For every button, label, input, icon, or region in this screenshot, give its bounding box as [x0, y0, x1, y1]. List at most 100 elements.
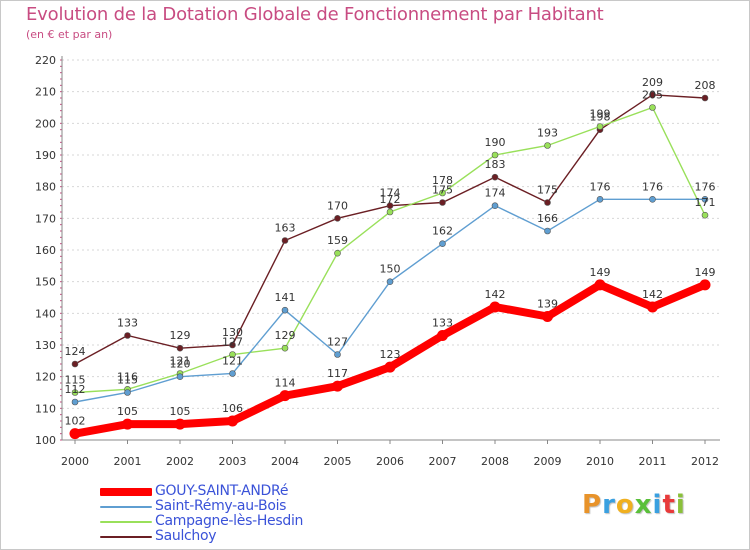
data-point: [386, 208, 394, 216]
data-point: [596, 123, 604, 130]
data-label: 176: [590, 180, 611, 193]
data-label: 176: [642, 180, 663, 193]
data-point: [491, 202, 499, 209]
y-tick-label: 140: [35, 307, 56, 320]
data-label: 176: [695, 180, 716, 193]
data-point: [174, 418, 186, 430]
x-tick-label: 2008: [481, 455, 509, 468]
data-label: 190: [485, 136, 506, 149]
y-tick-label: 200: [35, 117, 56, 130]
y-tick-label: 130: [35, 339, 56, 352]
data-point: [124, 332, 131, 339]
x-tick-label: 2009: [534, 455, 562, 468]
legend-swatch: [100, 521, 152, 523]
data-label: 205: [642, 89, 663, 102]
data-label: 166: [537, 212, 558, 225]
data-label: 174: [485, 187, 506, 200]
data-label: 171: [695, 196, 716, 209]
x-tick-label: 2011: [639, 455, 667, 468]
line-chart: 100 110 120 130 140 150 160 170 180 190 200 210 220 2…: [35, 54, 720, 468]
data-point: [594, 279, 606, 291]
y-tick-label: 150: [35, 276, 56, 289]
y-tick-label: 190: [35, 149, 56, 162]
data-point: [281, 306, 289, 314]
data-label: 163: [275, 222, 296, 235]
data-label: 124: [65, 345, 86, 358]
data-label: 133: [432, 317, 453, 330]
data-label: 183: [485, 158, 506, 171]
data-point: [334, 351, 341, 358]
chart-title: Evolution de la Dotation Globale de Fonc…: [26, 4, 604, 25]
data-label: 112: [65, 383, 86, 396]
data-label: 117: [327, 367, 348, 380]
x-tick-label: 2005: [324, 455, 352, 468]
y-tick-label: 210: [35, 86, 56, 99]
data-point: [542, 311, 553, 322]
y-tick-label: 180: [35, 181, 56, 194]
x-tick-label: 2002: [166, 455, 194, 468]
data-point: [124, 389, 131, 396]
data-point: [437, 330, 448, 341]
data-point: [544, 199, 551, 206]
legend-label: Saint-Rémy-au-Bois: [155, 498, 287, 514]
data-point: [489, 301, 501, 313]
data-point: [71, 360, 79, 368]
data-point: [332, 380, 343, 392]
data-label: 115: [117, 374, 138, 387]
y-tick-label: 220: [35, 54, 56, 67]
logo-letter: x: [634, 490, 653, 520]
data-label: 149: [590, 266, 611, 279]
data-point: [227, 415, 238, 427]
data-point: [281, 344, 289, 352]
data-point: [647, 301, 658, 313]
data-point: [701, 196, 709, 203]
data-label: 175: [432, 184, 453, 197]
legend-label: Saulchoy: [155, 528, 217, 544]
proxiti-logo: Proxiti: [582, 490, 686, 520]
data-point: [229, 351, 236, 358]
logo-letter: i: [675, 490, 686, 520]
x-tick-label: 2007: [429, 455, 457, 468]
data-label: 129: [275, 329, 296, 342]
data-label: 115: [65, 374, 86, 387]
y-tick-label: 160: [35, 244, 56, 257]
y-tick-label: 100: [35, 434, 56, 447]
data-label: 150: [380, 263, 401, 276]
data-label: 178: [432, 174, 453, 187]
data-label: 199: [590, 108, 611, 121]
data-point: [649, 196, 656, 203]
data-label: 120: [170, 358, 191, 371]
data-point: [439, 199, 446, 206]
data-label: 127: [222, 336, 243, 349]
data-label: 198: [590, 111, 611, 124]
data-point: [229, 341, 236, 349]
x-tick-label: 2010: [586, 455, 614, 468]
x-tick-label: 2003: [219, 455, 247, 468]
legend-label: Campagne-lès-Hesdin: [155, 513, 304, 529]
data-label: 142: [642, 288, 663, 301]
y-tick-label: 110: [35, 402, 56, 415]
logo-letter: t: [662, 490, 676, 520]
data-point: [649, 91, 656, 99]
data-label: 114: [275, 377, 296, 390]
data-point: [176, 373, 184, 380]
data-point: [386, 278, 394, 285]
x-tick-label: 2012: [691, 455, 719, 468]
data-point: [71, 398, 79, 406]
data-label: 116: [117, 370, 138, 383]
x-tick-label: 2001: [114, 455, 142, 468]
data-label: 172: [380, 193, 401, 206]
y-tick-label: 170: [35, 212, 56, 225]
data-label: 123: [380, 348, 401, 361]
data-point: [701, 94, 709, 102]
data-point: [596, 196, 604, 203]
data-label: 170: [327, 199, 348, 212]
legend-label: GOUY-SAINT-ANDRé: [155, 483, 289, 499]
data-point: [229, 370, 236, 377]
data-point: [439, 240, 446, 247]
data-label: 174: [380, 187, 401, 200]
data-label: 106: [222, 402, 243, 415]
data-point: [439, 189, 446, 197]
data-point: [384, 361, 396, 373]
